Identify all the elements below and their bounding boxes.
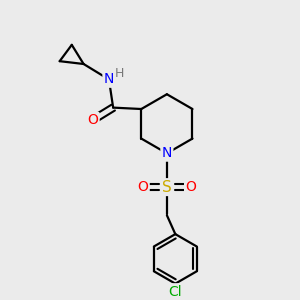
Text: N: N [104, 73, 114, 86]
Text: O: O [137, 180, 148, 194]
Text: O: O [87, 113, 98, 127]
Text: N: N [162, 146, 172, 160]
Text: Cl: Cl [169, 284, 182, 298]
Text: H: H [115, 67, 124, 80]
Text: O: O [185, 180, 196, 194]
Text: S: S [162, 180, 172, 195]
